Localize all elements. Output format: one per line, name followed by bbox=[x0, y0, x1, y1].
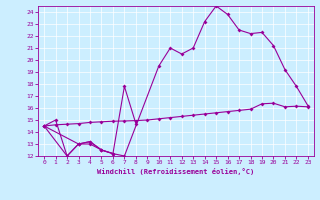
X-axis label: Windchill (Refroidissement éolien,°C): Windchill (Refroidissement éolien,°C) bbox=[97, 168, 255, 175]
